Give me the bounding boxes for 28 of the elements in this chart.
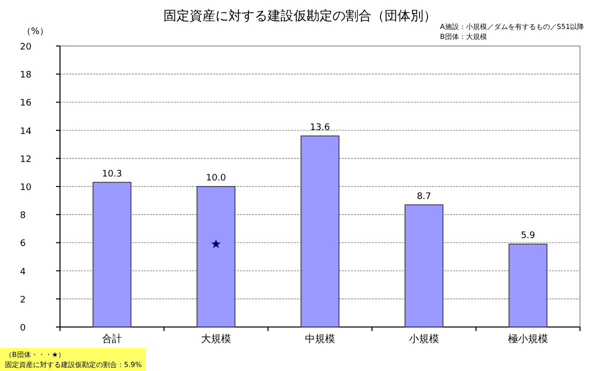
y-tick-label: 16 [20, 98, 32, 109]
y-tick-label: 20 [20, 42, 32, 52]
y-tick-label: 4 [20, 267, 26, 278]
y-tick-label: 6 [20, 239, 26, 250]
y-tick-label: 0 [20, 324, 26, 334]
bar [92, 182, 132, 328]
y-axis-title: （%） [22, 27, 49, 37]
x-tick-label: 合計 [102, 333, 122, 345]
y-tick-label: 10 [20, 183, 32, 193]
bar [300, 136, 340, 328]
chart-title: 固定資産に対する建設仮勘定の割合（団体別） [164, 8, 436, 24]
y-tick-label: 18 [20, 70, 32, 81]
y-tick-label: 8 [20, 211, 26, 222]
y-tick-label: 2 [20, 295, 26, 306]
x-tick-label: 小規模 [409, 333, 439, 345]
bar [404, 204, 444, 328]
y-tick-label: 12 [20, 154, 32, 165]
data-label: 10.3 [102, 169, 122, 180]
x-tick-label: 大規模 [201, 333, 231, 345]
y-tick-label: 14 [20, 126, 32, 137]
data-label: 13.6 [310, 122, 330, 133]
x-tick-label: 中規模 [305, 333, 335, 345]
bar [196, 186, 236, 328]
x-tick-label: 極小規模 [508, 333, 548, 345]
bar [508, 244, 548, 328]
data-label: 5.9 [520, 231, 536, 242]
data-label: 10.0 [206, 174, 226, 184]
data-label: 8.7 [416, 192, 432, 202]
